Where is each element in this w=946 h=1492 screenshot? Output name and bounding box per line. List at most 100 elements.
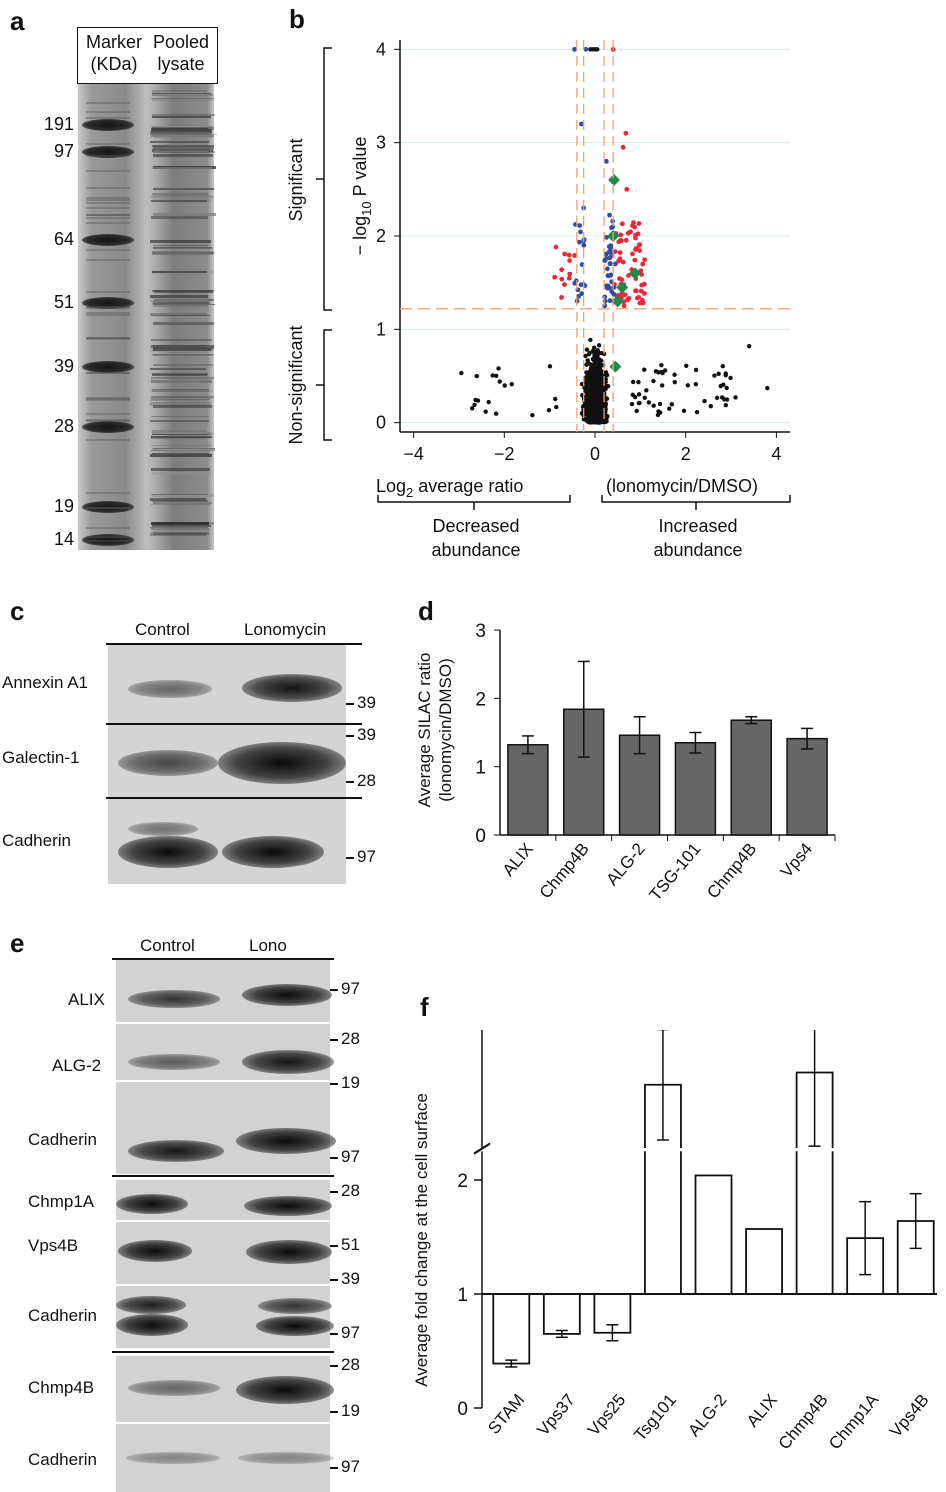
gel-lysate-band	[150, 444, 212, 447]
volcano-point	[662, 368, 668, 373]
blot-e-row-label: Chmp1A	[28, 1192, 95, 1211]
volcano-point	[509, 381, 514, 387]
gel-marker-faint-band	[86, 307, 130, 310]
volcano-point-escrt	[616, 281, 629, 294]
volcano-point-escrt	[628, 267, 641, 280]
volcano-point	[583, 353, 588, 359]
bar-f-axis-break	[473, 1142, 491, 1154]
bar-f-category-label: Tsg101	[630, 1390, 680, 1444]
blot-e-marker: 97	[341, 1323, 360, 1342]
gel-lysate-band	[151, 467, 210, 471]
gel-lysate-band	[151, 90, 207, 93]
volcano-y-label: − log10 P value	[350, 137, 374, 256]
volcano-point	[598, 358, 604, 364]
gel-lysate-band	[150, 419, 210, 422]
volcano-point	[651, 378, 656, 384]
blot-e-strip	[116, 1424, 330, 1492]
volcano-point	[594, 382, 599, 387]
blot-e-row-label: Vps4B	[28, 1236, 79, 1255]
volcano-point	[728, 375, 733, 381]
blot-e-marker: 28	[341, 1181, 360, 1200]
volcano-point	[651, 403, 656, 408]
blot-e-line	[112, 1351, 334, 1353]
volcano-point-up	[623, 130, 629, 136]
volcano-point	[667, 406, 672, 411]
bar-d-bar	[786, 737, 828, 836]
gel-marker-faint-band	[86, 397, 130, 400]
gel-lysate-band	[152, 251, 214, 255]
volcano-point-down	[577, 223, 583, 228]
blot-e-band	[116, 1314, 188, 1336]
marker-size-label: 19	[53, 496, 74, 516]
marker-size-label: 51	[53, 292, 74, 312]
volcano-point	[596, 411, 601, 417]
volcano-point	[765, 385, 770, 391]
gel-marker-faint-band	[86, 535, 130, 538]
blot-e-row-label: Cadherin	[28, 1306, 97, 1325]
volcano-point	[598, 418, 604, 424]
gel-lysate-band	[152, 246, 212, 249]
gel-marker-faint-band	[86, 399, 130, 402]
volcano-point	[642, 395, 647, 400]
volcano-point	[722, 397, 727, 402]
gel-lysate-band	[153, 347, 211, 351]
volcano-point-up	[636, 221, 642, 226]
gel-marker-faint-band	[86, 337, 130, 340]
gel-lysate-band	[152, 448, 216, 451]
blot-c-band	[128, 822, 198, 836]
marker-size-label: 14	[53, 529, 74, 549]
gel-marker-faint-band	[86, 418, 130, 421]
volcano-point-up	[625, 297, 630, 303]
gel-lysate-band	[152, 125, 211, 128]
volcano-point-up	[638, 268, 644, 274]
marker-size-label: 39	[53, 356, 74, 376]
volcano-point	[733, 395, 738, 400]
bar-f-bar	[745, 1228, 783, 1295]
volcano-point	[714, 395, 720, 400]
volcano-point-up	[634, 295, 640, 301]
gel-marker-faint-band	[86, 221, 130, 224]
blot-e-band	[236, 1128, 336, 1154]
volcano-x-label-left-prefix: Log	[376, 476, 406, 496]
volcano-point	[584, 410, 590, 416]
volcano-point	[653, 369, 659, 374]
marker-size-label: 64	[53, 229, 74, 249]
blot-c-col-lonomycin: Lonomycin	[244, 620, 327, 639]
bar-f-bar	[694, 1174, 733, 1295]
volcano-point	[596, 343, 602, 348]
volcano-point	[597, 364, 602, 370]
volcano-point	[604, 414, 609, 419]
gel-marker-faint-band	[86, 249, 130, 252]
gel-lysate-band	[152, 304, 209, 308]
volcano-point-down	[610, 224, 616, 230]
bar-d-y-label: Average SILAC ratio	[415, 653, 434, 808]
volcano-point	[472, 402, 477, 407]
blot-c-marker-tick	[346, 703, 354, 705]
gel-image	[78, 84, 214, 550]
bar-f-category-label: Vps25	[584, 1390, 630, 1439]
bar-d-y-tick-label: 0	[475, 826, 486, 847]
blot-c-marker: 39	[357, 693, 376, 712]
blot-e-band	[128, 1140, 224, 1162]
blot-c-band	[218, 742, 346, 784]
blot-e-band	[128, 990, 220, 1008]
volcano-point	[474, 373, 479, 379]
volcano-point-down	[583, 46, 589, 52]
gel-lysate-band	[153, 345, 215, 349]
gel-lysate-band	[151, 449, 211, 451]
volcano-point-up	[640, 261, 646, 267]
gel-lysate-band	[151, 433, 214, 436]
volcano-point-up	[553, 244, 559, 250]
volcano-point-up	[637, 242, 643, 247]
volcano-point-up	[633, 235, 638, 241]
gel-lysate-band	[151, 98, 215, 100]
gel-lysate-band	[151, 144, 214, 147]
blot-e-line	[112, 1175, 334, 1177]
volcano-point-down	[578, 229, 583, 235]
panel-a-header-box	[77, 27, 218, 84]
gel-lysate-band	[151, 524, 211, 527]
panel-label-d: d	[418, 596, 434, 626]
bar-d-y-tick-label: 2	[475, 689, 486, 710]
blot-e-marker: 28	[341, 1029, 360, 1048]
